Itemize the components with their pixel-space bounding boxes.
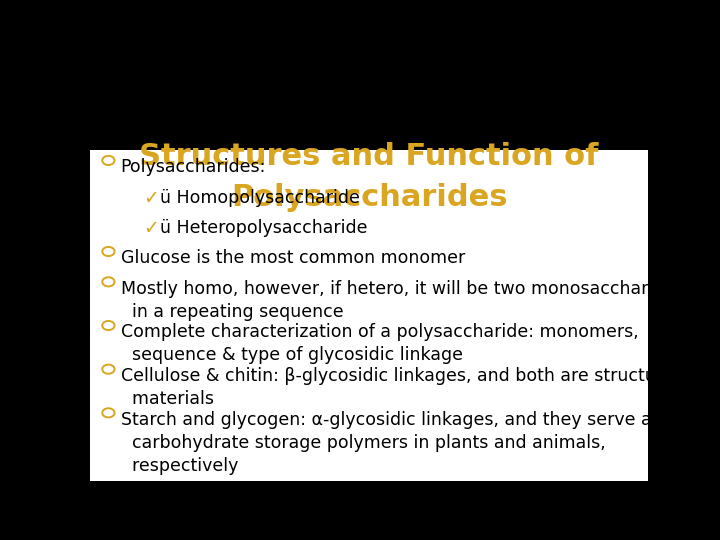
Text: ✓: ✓ bbox=[143, 188, 159, 208]
Text: ✓: ✓ bbox=[143, 219, 159, 238]
Text: Polysaccharides:: Polysaccharides: bbox=[121, 158, 266, 177]
FancyBboxPatch shape bbox=[90, 150, 648, 481]
Text: Mostly homo, however, if hetero, it will be two monosaccharides
  in a repeating: Mostly homo, however, if hetero, it will… bbox=[121, 280, 684, 321]
Text: Starch and glycogen: α-glycosidic linkages, and they serve as
  carbohydrate sto: Starch and glycogen: α-glycosidic linkag… bbox=[121, 411, 660, 475]
Text: ü Homopolysaccharide: ü Homopolysaccharide bbox=[160, 188, 359, 207]
Text: ü Heteropolysaccharide: ü Heteropolysaccharide bbox=[160, 219, 367, 237]
Text: Polysaccharides: Polysaccharides bbox=[230, 184, 508, 212]
Text: Glucose is the most common monomer: Glucose is the most common monomer bbox=[121, 249, 465, 267]
Text: Complete characterization of a polysaccharide: monomers,
  sequence & type of gl: Complete characterization of a polysacch… bbox=[121, 323, 639, 364]
Text: Cellulose & chitin: β-glycosidic linkages, and both are structural
  materials: Cellulose & chitin: β-glycosidic linkage… bbox=[121, 367, 678, 408]
Text: Structures and Function of: Structures and Function of bbox=[139, 142, 599, 171]
